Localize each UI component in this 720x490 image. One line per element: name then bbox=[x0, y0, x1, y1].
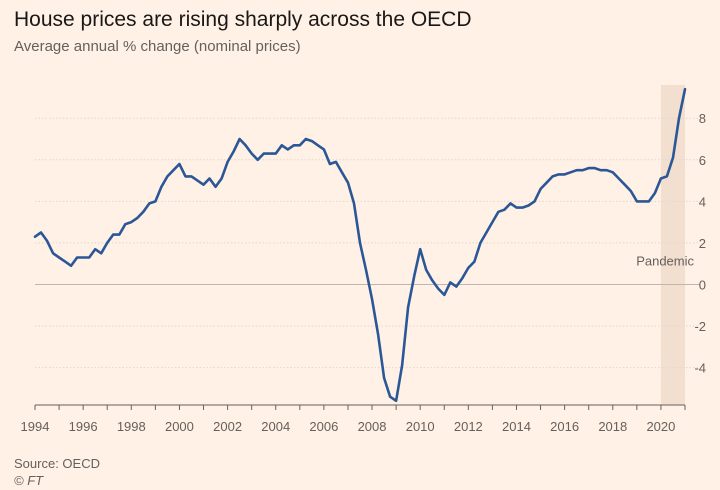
credit-note: © FT bbox=[14, 473, 44, 488]
x-tick-label: 2014 bbox=[502, 419, 531, 434]
line-chart: 1994 1996 1998 2000 2002 2004 2006 2008 2010 2012… bbox=[21, 85, 706, 434]
x-tick-label: 2012 bbox=[454, 419, 483, 434]
series-line bbox=[33, 87, 687, 403]
chart-title: House prices are rising sharply across t… bbox=[14, 8, 472, 31]
y-tick-label: 8 bbox=[699, 111, 706, 126]
x-tick-label: 2016 bbox=[550, 419, 579, 434]
series-layer bbox=[33, 87, 687, 403]
x-tick-label: 2006 bbox=[309, 419, 338, 434]
x-tick-label: 1998 bbox=[117, 419, 146, 434]
x-tick-label: 2002 bbox=[213, 419, 242, 434]
x-tick-label: 1996 bbox=[69, 419, 98, 434]
y-tick-label: -4 bbox=[694, 361, 706, 376]
x-tick-label: 2000 bbox=[165, 419, 194, 434]
x-axis: 1994 1996 1998 2000 2002 2004 2006 2008 2010 2012… bbox=[21, 404, 686, 434]
y-tick-label: 0 bbox=[699, 277, 706, 292]
x-tick-label: 2018 bbox=[598, 419, 627, 434]
y-tick-label: -2 bbox=[694, 319, 706, 334]
x-tick-label: 1994 bbox=[21, 419, 50, 434]
x-tick-label: 2004 bbox=[261, 419, 290, 434]
y-axis: -4 -2 0 2 4 6 8 bbox=[694, 111, 706, 375]
x-tick-label: 2010 bbox=[406, 419, 435, 434]
pandemic-shade-layer bbox=[660, 85, 685, 405]
pandemic-shade bbox=[660, 85, 685, 405]
y-tick-label: 4 bbox=[699, 194, 706, 209]
x-tick-label: 2008 bbox=[358, 419, 387, 434]
source-note: Source: OECD bbox=[14, 456, 100, 471]
y-tick-label: 6 bbox=[699, 153, 706, 168]
annotation-layer: Pandemic bbox=[636, 254, 694, 269]
chart-subtitle: Average annual % change (nominal prices) bbox=[14, 38, 301, 55]
y-tick-label: 2 bbox=[699, 236, 706, 251]
x-tick-label: 2020 bbox=[646, 419, 675, 434]
gridlines bbox=[35, 117, 700, 369]
pandemic-label: Pandemic bbox=[636, 254, 694, 269]
